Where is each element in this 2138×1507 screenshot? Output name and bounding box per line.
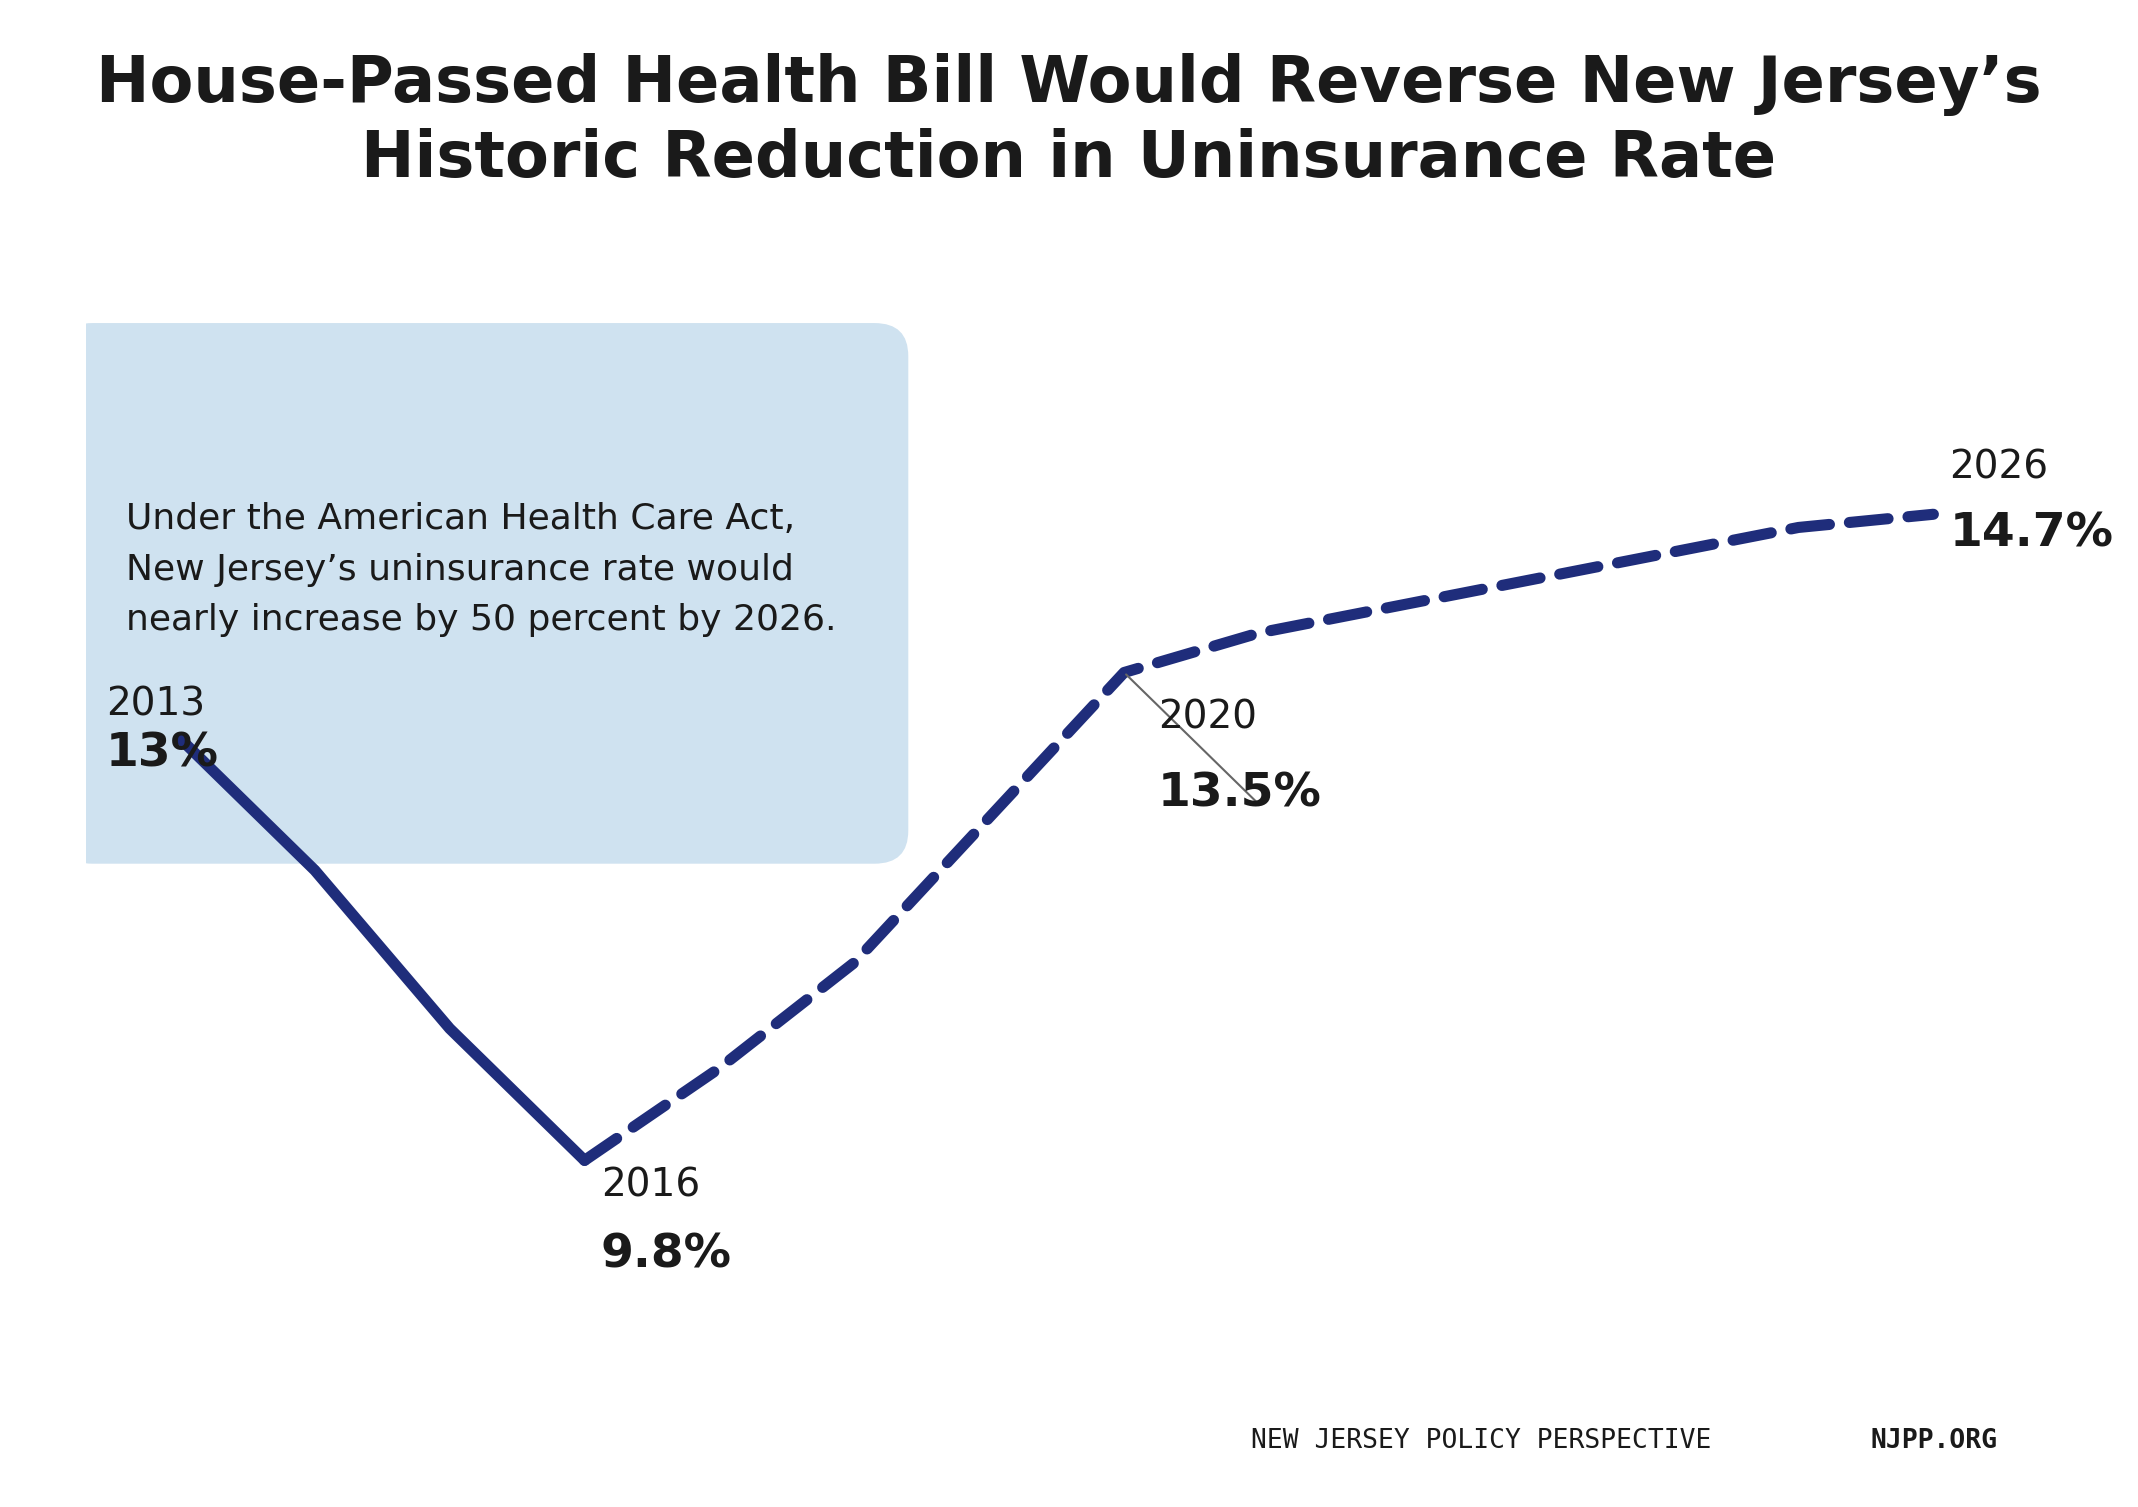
Text: 13%: 13% [105, 732, 218, 776]
FancyBboxPatch shape [58, 322, 909, 864]
Text: 14.7%: 14.7% [1950, 512, 2114, 556]
Text: House-Passed Health Bill Would Reverse New Jersey’s: House-Passed Health Bill Would Reverse N… [96, 53, 2042, 116]
Text: 2026: 2026 [1950, 449, 2048, 487]
Text: Under the American Health Care Act,
New Jersey’s uninsurance rate would
nearly i: Under the American Health Care Act, New … [126, 502, 836, 637]
Text: 2013: 2013 [105, 686, 205, 723]
Text: 2016: 2016 [601, 1166, 699, 1206]
Text: 9.8%: 9.8% [601, 1233, 731, 1278]
Text: NEW JERSEY POLICY PERSPECTIVE: NEW JERSEY POLICY PERSPECTIVE [1251, 1429, 1710, 1454]
Text: 2020: 2020 [1159, 699, 1257, 737]
Text: Historic Reduction in Uninsurance Rate: Historic Reduction in Uninsurance Rate [361, 128, 1777, 190]
Text: 13.5%: 13.5% [1159, 772, 1321, 817]
Text: NJPP.ORG: NJPP.ORG [1871, 1429, 1997, 1454]
